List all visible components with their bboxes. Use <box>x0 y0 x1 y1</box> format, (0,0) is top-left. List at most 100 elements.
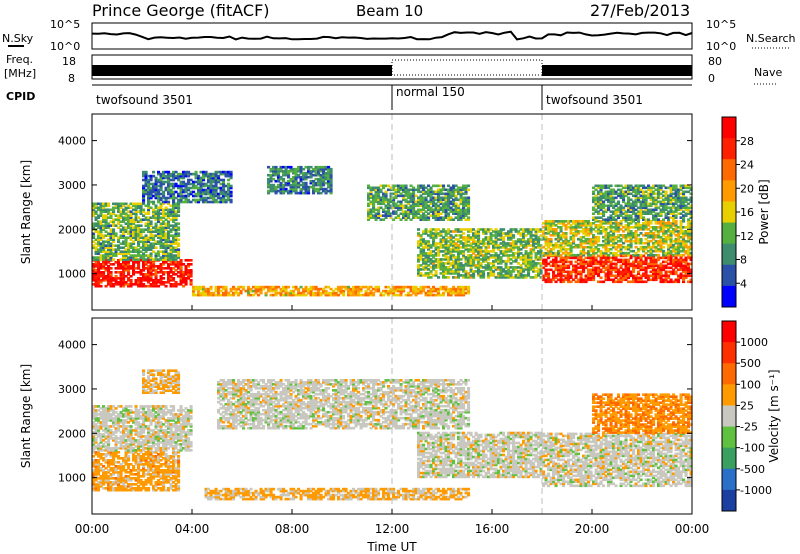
cell <box>109 263 113 266</box>
cell <box>159 281 163 284</box>
cell <box>229 184 233 188</box>
cell <box>97 267 101 270</box>
cell <box>189 279 193 282</box>
cell <box>92 273 96 276</box>
cell <box>147 284 151 288</box>
cell <box>134 279 138 282</box>
cell <box>154 265 158 268</box>
nave-tick-bottom: 0 <box>708 72 715 85</box>
cell <box>162 273 166 276</box>
cell <box>117 261 121 264</box>
cell <box>162 277 166 280</box>
cell <box>142 263 146 266</box>
cell <box>97 263 101 266</box>
cell <box>112 228 116 231</box>
cell <box>94 275 98 278</box>
cell <box>147 277 151 280</box>
cell <box>137 267 141 270</box>
cell <box>139 277 143 280</box>
nave-tick-top: 80 <box>708 55 722 68</box>
cell <box>162 283 166 286</box>
cell <box>657 253 661 257</box>
cell <box>177 222 181 225</box>
cell <box>152 269 156 272</box>
cell <box>144 267 148 270</box>
cell <box>122 283 126 286</box>
cell <box>107 265 111 268</box>
nsky-tick-bottom: 10^0 <box>50 40 80 53</box>
cell <box>97 281 101 284</box>
nsky-series <box>91 30 693 41</box>
cell <box>222 178 226 182</box>
nave-box-middle <box>391 59 543 76</box>
cell <box>129 259 133 262</box>
cell <box>189 263 193 266</box>
freq-bar-right <box>542 65 692 76</box>
cell <box>167 271 171 274</box>
cell <box>127 271 131 274</box>
cell <box>127 284 131 288</box>
cell <box>97 261 101 264</box>
cell <box>97 279 101 282</box>
cell <box>99 271 103 274</box>
cell <box>119 273 123 276</box>
cell <box>99 279 103 282</box>
cell <box>164 261 168 264</box>
cell <box>99 263 103 266</box>
cell <box>109 271 113 274</box>
freq-label-bottom: [MHz] <box>4 67 36 80</box>
cell <box>127 273 131 276</box>
cell <box>167 200 171 204</box>
cell <box>147 281 151 284</box>
cell <box>329 167 333 171</box>
cell <box>104 259 108 262</box>
cell <box>147 267 151 270</box>
nsearch-tick-bottom: 10^0 <box>706 40 736 53</box>
cell <box>99 281 103 284</box>
cell <box>149 220 153 223</box>
cell <box>142 261 146 264</box>
cell <box>114 275 118 278</box>
cell <box>549 237 553 241</box>
cell <box>122 275 126 278</box>
cell <box>134 267 138 270</box>
cell <box>94 284 98 288</box>
cell <box>122 263 126 266</box>
power-cells <box>92 114 693 310</box>
cell <box>94 277 98 280</box>
cell <box>127 265 131 268</box>
cell <box>147 275 151 278</box>
cell <box>147 269 151 272</box>
cell <box>104 261 108 264</box>
cell <box>152 279 156 282</box>
cell <box>97 265 101 268</box>
cell <box>377 285 381 289</box>
cell <box>109 284 113 288</box>
cell <box>142 267 146 270</box>
nsky-line <box>91 30 693 41</box>
cell <box>104 279 108 282</box>
beam-title: Beam 10 <box>356 2 423 20</box>
cell <box>94 269 98 272</box>
cell <box>569 260 573 264</box>
cell <box>114 261 118 264</box>
nsky-tick-top: 10^5 <box>50 18 80 31</box>
cell <box>127 283 131 286</box>
cell <box>442 184 446 188</box>
cell <box>152 267 156 270</box>
cell <box>119 281 123 284</box>
cell <box>597 235 601 239</box>
cell <box>107 261 111 264</box>
cell <box>132 269 136 272</box>
cell <box>102 265 106 268</box>
cell <box>117 281 121 284</box>
cell <box>159 267 163 270</box>
cell <box>512 234 516 237</box>
cell <box>92 277 96 280</box>
cell <box>102 279 106 282</box>
cell <box>137 281 141 284</box>
cell <box>142 269 146 272</box>
cell <box>119 279 123 282</box>
cell <box>129 283 133 286</box>
